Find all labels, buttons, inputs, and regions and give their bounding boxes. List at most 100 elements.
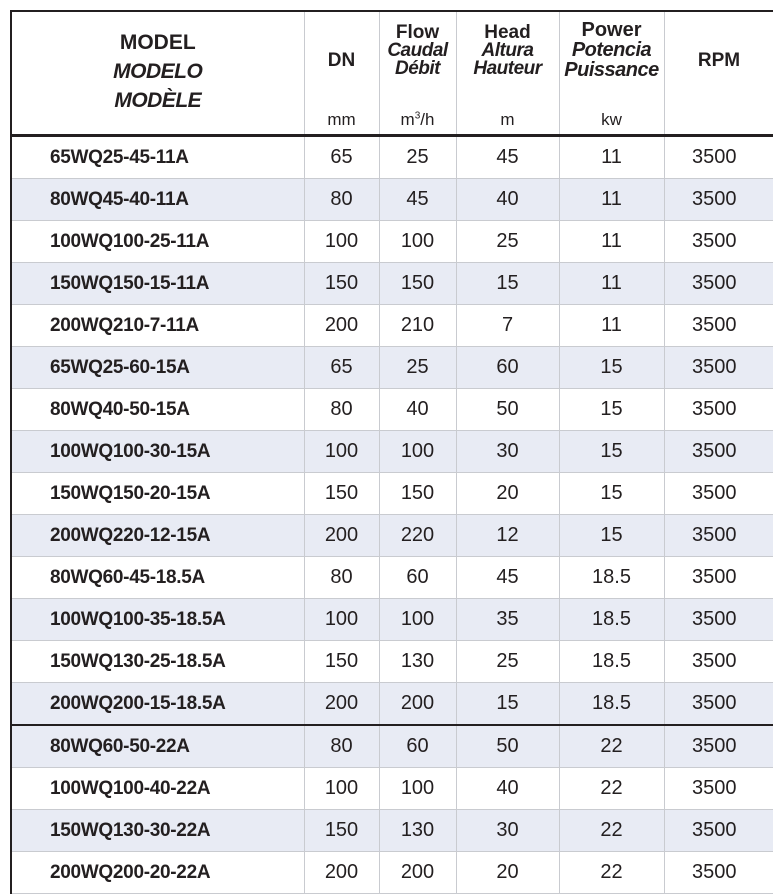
header-model-en: MODEL <box>12 28 304 57</box>
cell-rpm: 3500 <box>664 683 773 726</box>
cell-model: 200WQ200-15-18.5A <box>11 683 304 726</box>
cell-model: 200WQ200-20-22A <box>11 852 304 894</box>
cell-dn: 200 <box>304 852 379 894</box>
cell-model: 100WQ100-25-11A <box>11 221 304 263</box>
cell-model: 80WQ45-40-11A <box>11 179 304 221</box>
cell-flow: 130 <box>379 641 456 683</box>
cell-dn: 100 <box>304 768 379 810</box>
cell-model: 150WQ130-30-22A <box>11 810 304 852</box>
header-flow-fr: Débit <box>380 60 456 78</box>
cell-rpm: 3500 <box>664 431 773 473</box>
cell-flow: 200 <box>379 683 456 726</box>
cell-power: 22 <box>559 725 664 768</box>
cell-flow: 45 <box>379 179 456 221</box>
cell-flow: 100 <box>379 599 456 641</box>
cell-rpm: 3500 <box>664 305 773 347</box>
cell-power: 22 <box>559 852 664 894</box>
cell-head: 25 <box>456 221 559 263</box>
cell-rpm: 3500 <box>664 852 773 894</box>
cell-dn: 150 <box>304 263 379 305</box>
cell-model: 65WQ25-60-15A <box>11 347 304 389</box>
cell-model: 65WQ25-45-11A <box>11 136 304 179</box>
cell-power: 18.5 <box>559 683 664 726</box>
cell-power: 11 <box>559 305 664 347</box>
cell-rpm: 3500 <box>664 641 773 683</box>
cell-flow: 100 <box>379 221 456 263</box>
cell-flow: 25 <box>379 136 456 179</box>
header-row: MODEL MODELO MODÈLE DN mm Flow Caudal Dé… <box>11 11 773 136</box>
cell-dn: 150 <box>304 473 379 515</box>
cell-head: 45 <box>456 557 559 599</box>
cell-power: 22 <box>559 768 664 810</box>
header-power: Power Potencia Puissance kw <box>559 11 664 136</box>
header-rpm-label: RPM <box>653 52 773 70</box>
cell-rpm: 3500 <box>664 810 773 852</box>
cell-rpm: 3500 <box>664 136 773 179</box>
cell-flow: 130 <box>379 810 456 852</box>
cell-head: 25 <box>456 641 559 683</box>
cell-flow: 100 <box>379 768 456 810</box>
header-power-es: Potencia <box>560 40 664 60</box>
header-dn-label: DN <box>305 52 379 70</box>
cell-head: 20 <box>456 852 559 894</box>
cell-power: 15 <box>559 515 664 557</box>
cell-model: 100WQ100-30-15A <box>11 431 304 473</box>
cell-power: 15 <box>559 431 664 473</box>
cell-dn: 150 <box>304 810 379 852</box>
cell-dn: 150 <box>304 641 379 683</box>
cell-head: 30 <box>456 431 559 473</box>
cell-dn: 80 <box>304 725 379 768</box>
cell-head: 20 <box>456 473 559 515</box>
cell-head: 40 <box>456 768 559 810</box>
cell-model: 150WQ150-20-15A <box>11 473 304 515</box>
cell-head: 35 <box>456 599 559 641</box>
header-head-unit: m <box>457 110 559 130</box>
cell-rpm: 3500 <box>664 725 773 768</box>
cell-flow: 200 <box>379 852 456 894</box>
cell-rpm: 3500 <box>664 263 773 305</box>
cell-power: 11 <box>559 136 664 179</box>
cell-head: 50 <box>456 389 559 431</box>
cell-power: 18.5 <box>559 599 664 641</box>
cell-rpm: 3500 <box>664 515 773 557</box>
header-flow-unit: m3/h <box>380 110 456 130</box>
cell-flow: 25 <box>379 347 456 389</box>
cell-dn: 80 <box>304 557 379 599</box>
cell-head: 12 <box>456 515 559 557</box>
cell-model: 200WQ220-12-15A <box>11 515 304 557</box>
cell-flow: 150 <box>379 263 456 305</box>
cell-dn: 100 <box>304 599 379 641</box>
cell-head: 60 <box>456 347 559 389</box>
cell-model: 100WQ100-35-18.5A <box>11 599 304 641</box>
cell-power: 11 <box>559 263 664 305</box>
header-flow: Flow Caudal Débit m3/h <box>379 11 456 136</box>
cell-head: 15 <box>456 263 559 305</box>
cell-dn: 80 <box>304 389 379 431</box>
cell-power: 15 <box>559 389 664 431</box>
header-rpm: RPM <box>664 11 773 136</box>
cell-head: 40 <box>456 179 559 221</box>
cell-model: 100WQ100-40-22A <box>11 768 304 810</box>
cell-power: 11 <box>559 179 664 221</box>
header-model: MODEL MODELO MODÈLE <box>11 11 304 136</box>
cell-dn: 200 <box>304 305 379 347</box>
cell-dn: 100 <box>304 431 379 473</box>
cell-rpm: 3500 <box>664 347 773 389</box>
cell-power: 15 <box>559 347 664 389</box>
header-head-fr: Hauteur <box>457 60 559 78</box>
cell-dn: 100 <box>304 221 379 263</box>
cell-head: 50 <box>456 725 559 768</box>
